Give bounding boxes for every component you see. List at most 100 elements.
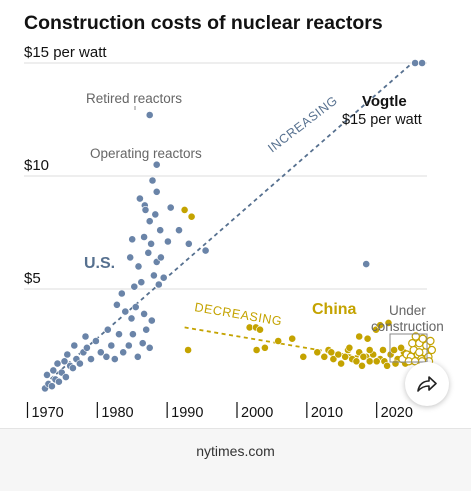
china-point-15 xyxy=(341,352,350,361)
u-s-point-62 xyxy=(166,203,175,212)
u-s-point-18 xyxy=(83,343,91,352)
u-s-point-45 xyxy=(154,280,163,289)
u-s-point-56 xyxy=(151,210,160,219)
u-s-point-27 xyxy=(119,348,128,357)
u-s-point-23 xyxy=(102,352,111,361)
u-s-point-37 xyxy=(127,314,136,323)
china-point-5 xyxy=(256,325,264,334)
china-point-0 xyxy=(180,205,189,214)
china-point-24 xyxy=(352,357,361,366)
x-tick-label-2010: 2010 xyxy=(311,405,343,421)
under-construction-point-8 xyxy=(427,345,436,355)
share-arrow-icon xyxy=(417,376,437,392)
share-button[interactable] xyxy=(405,362,449,406)
u-s-point-21 xyxy=(81,332,90,341)
u-s-point-46 xyxy=(134,262,143,271)
u-s-point-70 xyxy=(145,111,154,119)
u-s-point-40 xyxy=(147,316,156,325)
us-series-label: U.S. xyxy=(84,255,115,272)
u-s-point-11 xyxy=(60,357,69,366)
y-tick-label-5: $5 xyxy=(24,270,41,287)
china-point-1 xyxy=(187,212,196,221)
u-s-point-50 xyxy=(159,273,168,282)
china-point-40 xyxy=(384,318,393,327)
under-construction-point-19 xyxy=(415,348,424,357)
china-point-47 xyxy=(365,346,374,354)
vogtle-cost-label: $15 per watt xyxy=(342,112,422,128)
x-tick-label-2020: 2020 xyxy=(381,405,413,421)
china-point-33 xyxy=(337,359,345,368)
china-point-21 xyxy=(320,352,329,361)
u-s-point-2 xyxy=(48,382,56,391)
u-s-point-36 xyxy=(113,300,121,309)
u-s-point-32 xyxy=(138,339,147,348)
footer-bar xyxy=(0,428,471,491)
china-point-2 xyxy=(184,346,192,354)
u-s-point-54 xyxy=(128,235,137,244)
u-s-point-47 xyxy=(144,248,153,257)
u-s-point-66 xyxy=(141,205,150,214)
china-point-10 xyxy=(299,352,308,361)
vogtle-label: Vogtle xyxy=(362,93,407,110)
u-s-point-42 xyxy=(130,282,139,291)
u-s-point-59 xyxy=(135,194,144,203)
u-s-point-63 xyxy=(175,226,183,235)
u-s-point-68 xyxy=(201,246,210,255)
china-series-label: China xyxy=(312,301,357,318)
china-point-26 xyxy=(372,357,381,366)
u-s-point-72 xyxy=(418,59,426,67)
u-s-point-43 xyxy=(137,278,146,287)
u-s-point-5 xyxy=(43,370,51,379)
u-s-point-29 xyxy=(124,341,133,350)
u-s-point-39 xyxy=(140,309,148,318)
u-s-point-41 xyxy=(117,289,126,298)
u-s-point-24 xyxy=(107,341,116,350)
u-s-point-4 xyxy=(55,377,63,386)
x-tick-label-1970: 1970 xyxy=(31,405,63,421)
u-s-point-55 xyxy=(145,217,154,226)
under-construction-point-17 xyxy=(418,334,427,343)
u-s-point-64 xyxy=(184,239,193,248)
china-point-45 xyxy=(391,359,400,368)
u-s-point-26 xyxy=(115,330,123,339)
u-s-point-57 xyxy=(156,226,165,235)
under-construction-label-2: construction xyxy=(371,319,444,334)
china-point-22 xyxy=(327,348,336,357)
u-s-point-22 xyxy=(96,348,105,357)
china-point-36 xyxy=(363,334,372,343)
trendlines xyxy=(44,62,413,385)
x-tick-label-2000: 2000 xyxy=(241,405,273,421)
u-s-point-60 xyxy=(152,187,161,196)
china-point-6 xyxy=(260,343,269,352)
u-s-point-52 xyxy=(156,253,165,262)
china-point-34 xyxy=(358,361,366,370)
u-s-point-67 xyxy=(152,160,161,169)
u-s-point-61 xyxy=(148,176,157,185)
trendline-increasing xyxy=(44,62,413,385)
y-tick-label-15: $15 per watt xyxy=(24,44,107,61)
china-point-11 xyxy=(313,348,322,357)
u-s-point-10 xyxy=(53,359,62,368)
x-axis: 1970 1980 1990 2000 2010 2020 xyxy=(26,402,413,421)
u-s-point-69 xyxy=(362,260,371,268)
u-s-point-17 xyxy=(70,341,79,350)
scatter-points xyxy=(41,59,436,393)
u-s-point-30 xyxy=(128,330,137,339)
china-point-8 xyxy=(288,334,297,343)
under-construction-label-1: Under xyxy=(389,303,426,318)
u-s-point-31 xyxy=(133,352,142,361)
china-point-48 xyxy=(345,343,354,352)
u-s-point-49 xyxy=(126,253,135,262)
u-s-point-25 xyxy=(110,355,119,363)
source-link[interactable]: nytimes.com xyxy=(196,443,275,459)
u-s-point-28 xyxy=(103,325,112,334)
u-s-point-33 xyxy=(142,325,151,334)
u-s-point-51 xyxy=(140,233,148,241)
under-construction-point-18 xyxy=(426,336,435,346)
china-point-37 xyxy=(355,332,364,341)
china-point-35 xyxy=(383,361,391,370)
u-s-point-12 xyxy=(69,364,77,372)
retired-reactors-label: Retired reactors xyxy=(86,91,182,106)
china-point-9 xyxy=(252,346,261,354)
u-s-point-44 xyxy=(149,271,158,280)
